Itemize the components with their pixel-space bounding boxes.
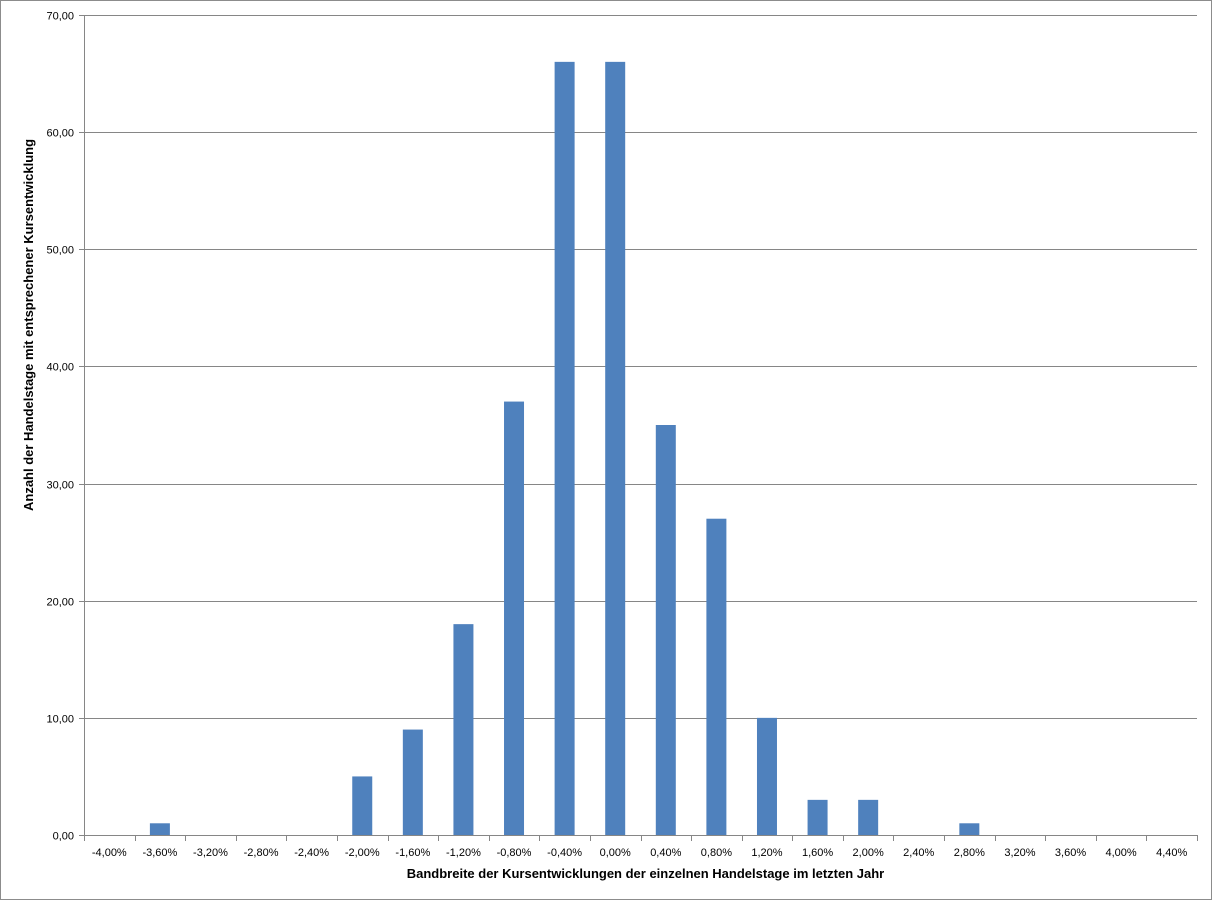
x-axis-title: Bandbreite der Kursentwicklungen der ein… — [407, 866, 885, 881]
y-tick-label: 10,00 — [46, 714, 74, 726]
y-tick-label: 30,00 — [46, 480, 74, 492]
x-tick-label: 0,00% — [600, 847, 631, 859]
x-tick-label: 0,40% — [650, 847, 681, 859]
x-tick-label: 0,80% — [701, 847, 732, 859]
y-tick-labels: 0,00 10,00 20,00 30,00 40,00 50,00 60,00 70,00 — [46, 11, 74, 843]
x-tick-label: -1,60% — [395, 847, 430, 859]
x-tick-label: 1,60% — [802, 847, 833, 859]
bar — [453, 624, 474, 835]
bar — [756, 717, 777, 835]
bar — [706, 518, 727, 835]
bar — [655, 425, 676, 835]
bar — [959, 823, 980, 835]
axes — [79, 15, 1198, 841]
x-tick-label: 3,20% — [1004, 847, 1035, 859]
y-tick-label: 50,00 — [46, 245, 74, 257]
bar — [807, 799, 828, 835]
x-tick-label: 3,60% — [1055, 847, 1086, 859]
x-tick-label: 2,80% — [954, 847, 985, 859]
x-tick-label: -1,20% — [446, 847, 481, 859]
y-axis-title: Anzahl der Handelstage mit entsprechener… — [21, 139, 36, 511]
y-tick-label: 0,00 — [53, 831, 74, 843]
x-tick-labels: -4,00% -3,60% -3,20% -2,80% -2,40% -2,00% -1,6… — [92, 847, 1188, 859]
x-tick-label: -2,80% — [244, 847, 279, 859]
x-tick-label: 2,00% — [853, 847, 884, 859]
x-tick-label: 4,00% — [1106, 847, 1137, 859]
bar — [402, 729, 423, 835]
x-tick-label: -4,00% — [92, 847, 127, 859]
x-tick-label: -3,20% — [193, 847, 228, 859]
bar — [352, 776, 373, 835]
y-tick-label: 60,00 — [46, 128, 74, 140]
x-tick-label: 2,40% — [903, 847, 934, 859]
y-tick-label: 70,00 — [46, 11, 74, 23]
x-tick-label: -2,40% — [294, 847, 329, 859]
x-tick-label: -2,00% — [345, 847, 380, 859]
y-tick-label: 20,00 — [46, 597, 74, 609]
bar — [858, 799, 879, 835]
x-tick-label: -3,60% — [142, 847, 177, 859]
x-tick-label: 1,20% — [751, 847, 782, 859]
bar — [605, 61, 626, 836]
bar — [149, 823, 170, 835]
gridlines — [84, 15, 1197, 719]
x-tick-label: -0,80% — [497, 847, 532, 859]
x-tick-label: 4,40% — [1156, 847, 1187, 859]
bar — [504, 401, 525, 835]
y-tick-label: 40,00 — [46, 362, 74, 374]
bars — [149, 61, 980, 836]
x-tick-label: -0,40% — [547, 847, 582, 859]
bar — [554, 61, 575, 836]
